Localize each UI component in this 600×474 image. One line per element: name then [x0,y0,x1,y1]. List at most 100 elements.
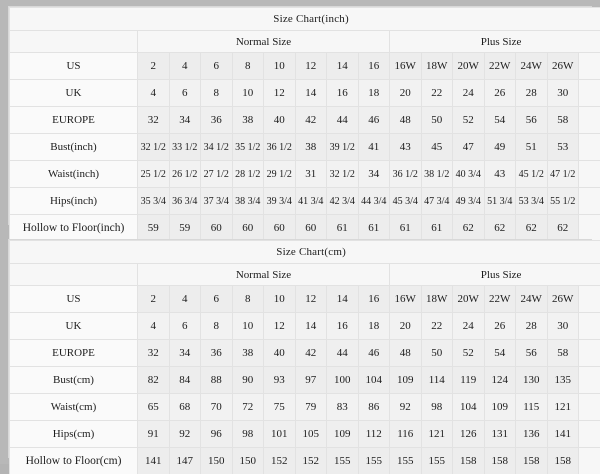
table-cell: 60 [264,215,296,242]
table-cell: 45 3/4 [390,188,422,215]
table-cell: 100 [327,367,359,394]
table-cell: 155 [358,448,390,474]
table-cell: 43 [390,134,422,161]
table-cell: 49 3/4 [453,188,485,215]
table-cell: 31 [295,161,327,188]
table-cell: 28 1/2 [232,161,264,188]
table-cell: 75 [264,394,296,421]
table-cell: 14 [327,286,359,313]
table-cell: 70 [201,394,233,421]
table-cell: 24 [453,80,485,107]
table-cell: 20 [390,313,422,340]
table-cell: 150 [201,448,233,474]
table-cell: 97 [295,367,327,394]
table-cell: 119 [453,367,485,394]
table-cell: 60 [232,215,264,242]
row-end-spacer [579,188,600,215]
table-cell: 38 1/2 [421,161,453,188]
table-cell: 35 3/4 [138,188,170,215]
table-cell: 61 [327,215,359,242]
table-cell: 45 [421,134,453,161]
chart-title-row: Size Chart(inch) [10,8,600,31]
table-cell: 30 [547,80,579,107]
table-cell: 18 [358,313,390,340]
table-cell: 61 [421,215,453,242]
table-cell: 52 [453,340,485,367]
table-cell: 12 [295,286,327,313]
table-cell: 16W [390,286,422,313]
table-cell: 55 1/2 [547,188,579,215]
table-cell: 4 [169,286,201,313]
table-cell: 46 [358,107,390,134]
table-cell: 115 [516,394,548,421]
table-cell: 10 [232,80,264,107]
table-cell: 33 1/2 [169,134,201,161]
table-cell: 152 [264,448,296,474]
table-cell: 96 [201,421,233,448]
table-cell: 58 [547,107,579,134]
table-cell: 126 [453,421,485,448]
table-cell: 58 [547,340,579,367]
table-cell: 16 [327,80,359,107]
row-end-spacer [579,215,600,242]
table-cell: 28 [516,80,548,107]
table-cell: 60 [201,215,233,242]
table-cell: 116 [390,421,422,448]
table-cell: 2 [138,53,170,80]
table-cell: 158 [547,448,579,474]
table-cell: 150 [232,448,264,474]
row-end-spacer [579,80,600,107]
table-cell: 114 [421,367,453,394]
row-end-spacer [579,161,600,188]
table-cell: 62 [516,215,548,242]
table-cell: 35 1/2 [232,134,264,161]
table-cell: 10 [264,53,296,80]
row-label: EUROPE [10,107,138,134]
table-cell: 39 3/4 [264,188,296,215]
table-cell: 12 [264,80,296,107]
table-cell: 2 [138,286,170,313]
table-cell: 44 [327,340,359,367]
row-label: US [10,53,138,80]
table-cell: 92 [390,394,422,421]
table-cell: 20 [390,80,422,107]
table-cell: 124 [484,367,516,394]
table-cell: 34 [358,161,390,188]
group-header-corner [10,31,138,53]
table-cell: 40 [264,107,296,134]
table-cell: 28 [516,313,548,340]
table-cell: 34 [169,340,201,367]
table-cell: 30 [547,313,579,340]
table-cell: 98 [232,421,264,448]
table-cell: 36 3/4 [169,188,201,215]
table-cell: 50 [421,340,453,367]
group-header-plus-size: Plus Size [390,31,600,53]
table-cell: 48 [390,107,422,134]
table-cell: 6 [201,53,233,80]
table-cell: 16 [358,286,390,313]
table-cell: 155 [421,448,453,474]
table-cell: 12 [295,53,327,80]
table-cell: 59 [169,215,201,242]
table-cell: 54 [484,107,516,134]
chart-title: Size Chart(cm) [10,241,600,264]
table-cell: 20W [453,286,485,313]
row-end-spacer [579,367,600,394]
table-cell: 22W [484,53,516,80]
table-cell: 147 [169,448,201,474]
table-cell: 14 [295,80,327,107]
table-cell: 4 [169,53,201,80]
table-cell: 158 [453,448,485,474]
table-cell: 65 [138,394,170,421]
table-cell: 62 [547,215,579,242]
